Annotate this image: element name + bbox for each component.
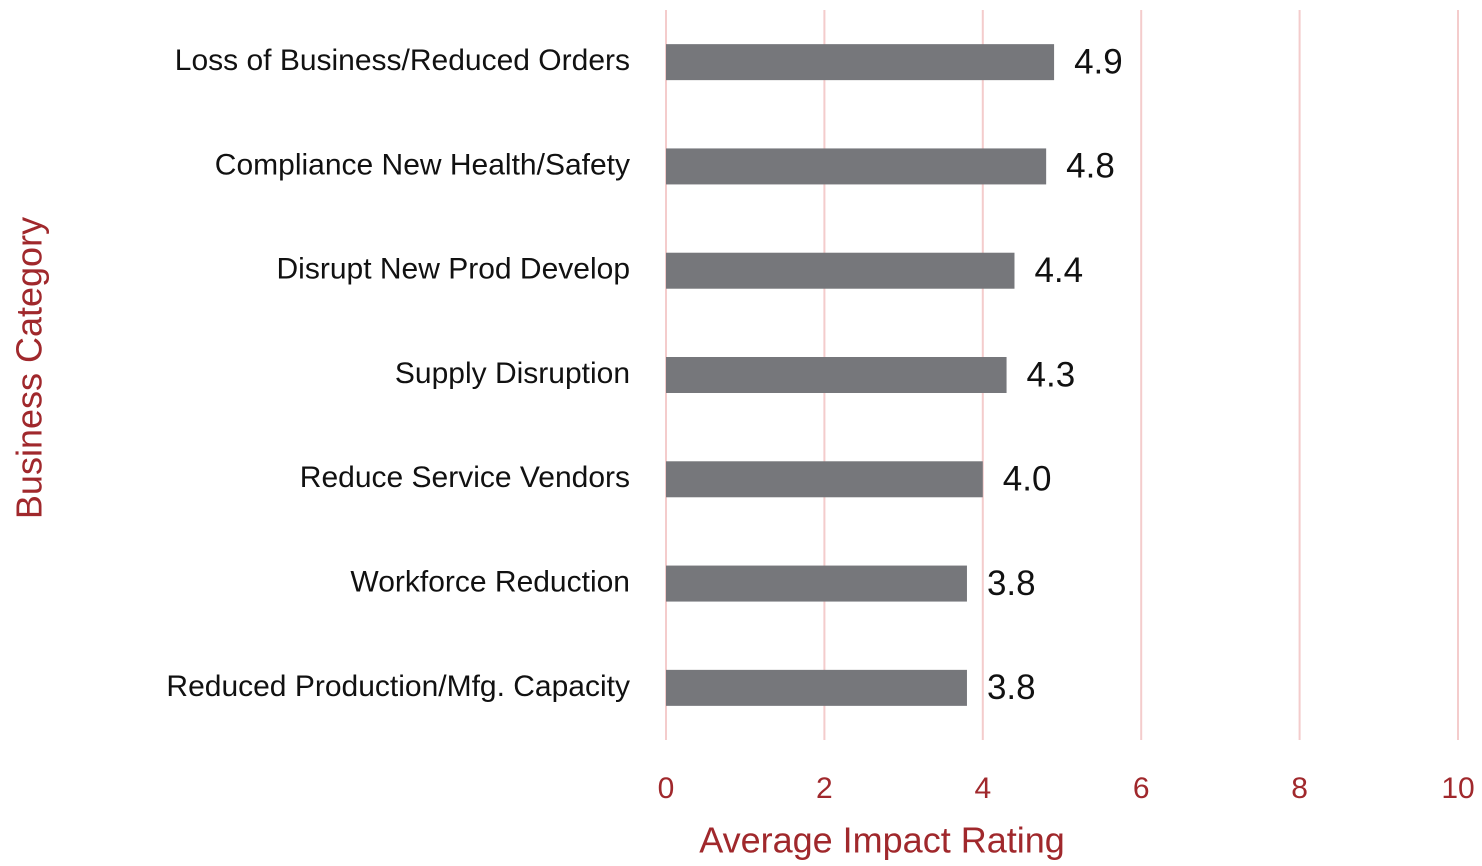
value-label: 4.8 [1066, 147, 1115, 186]
value-label: 4.3 [1027, 355, 1076, 394]
bar [666, 669, 967, 706]
bar [666, 461, 983, 498]
bar [666, 148, 1047, 185]
value-label: 4.9 [1074, 42, 1123, 81]
bar [666, 357, 1007, 393]
value-label: 4.4 [1034, 251, 1083, 290]
value-label: 3.8 [987, 668, 1036, 707]
y-tick-label: Reduced Production/Mfg. Capacity [166, 670, 630, 703]
x-tick-label: 8 [1291, 772, 1308, 805]
value-label: 3.8 [987, 564, 1036, 603]
y-tick-label: Reduce Service Vendors [300, 461, 630, 494]
value-label: 4.0 [1003, 460, 1052, 499]
bar [666, 252, 1015, 289]
bar [666, 44, 1055, 81]
x-tick-label: 10 [1441, 772, 1474, 805]
x-axis-title: Average Impact Rating [699, 820, 1065, 861]
y-tick-label: Loss of Business/Reduced Orders [175, 44, 630, 77]
y-tick-label: Compliance New Health/Safety [215, 148, 630, 181]
x-tick-label: 4 [974, 772, 991, 805]
x-tick-label: 0 [658, 772, 675, 805]
y-axis-title: Business Category [9, 217, 50, 519]
y-tick-label: Disrupt New Prod Develop [277, 253, 630, 286]
y-tick-label: Supply Disruption [395, 357, 630, 390]
y-tick-label: Workforce Reduction [350, 565, 630, 598]
bar [666, 565, 967, 602]
x-tick-label: 6 [1133, 772, 1150, 805]
x-tick-label: 2 [816, 772, 833, 805]
